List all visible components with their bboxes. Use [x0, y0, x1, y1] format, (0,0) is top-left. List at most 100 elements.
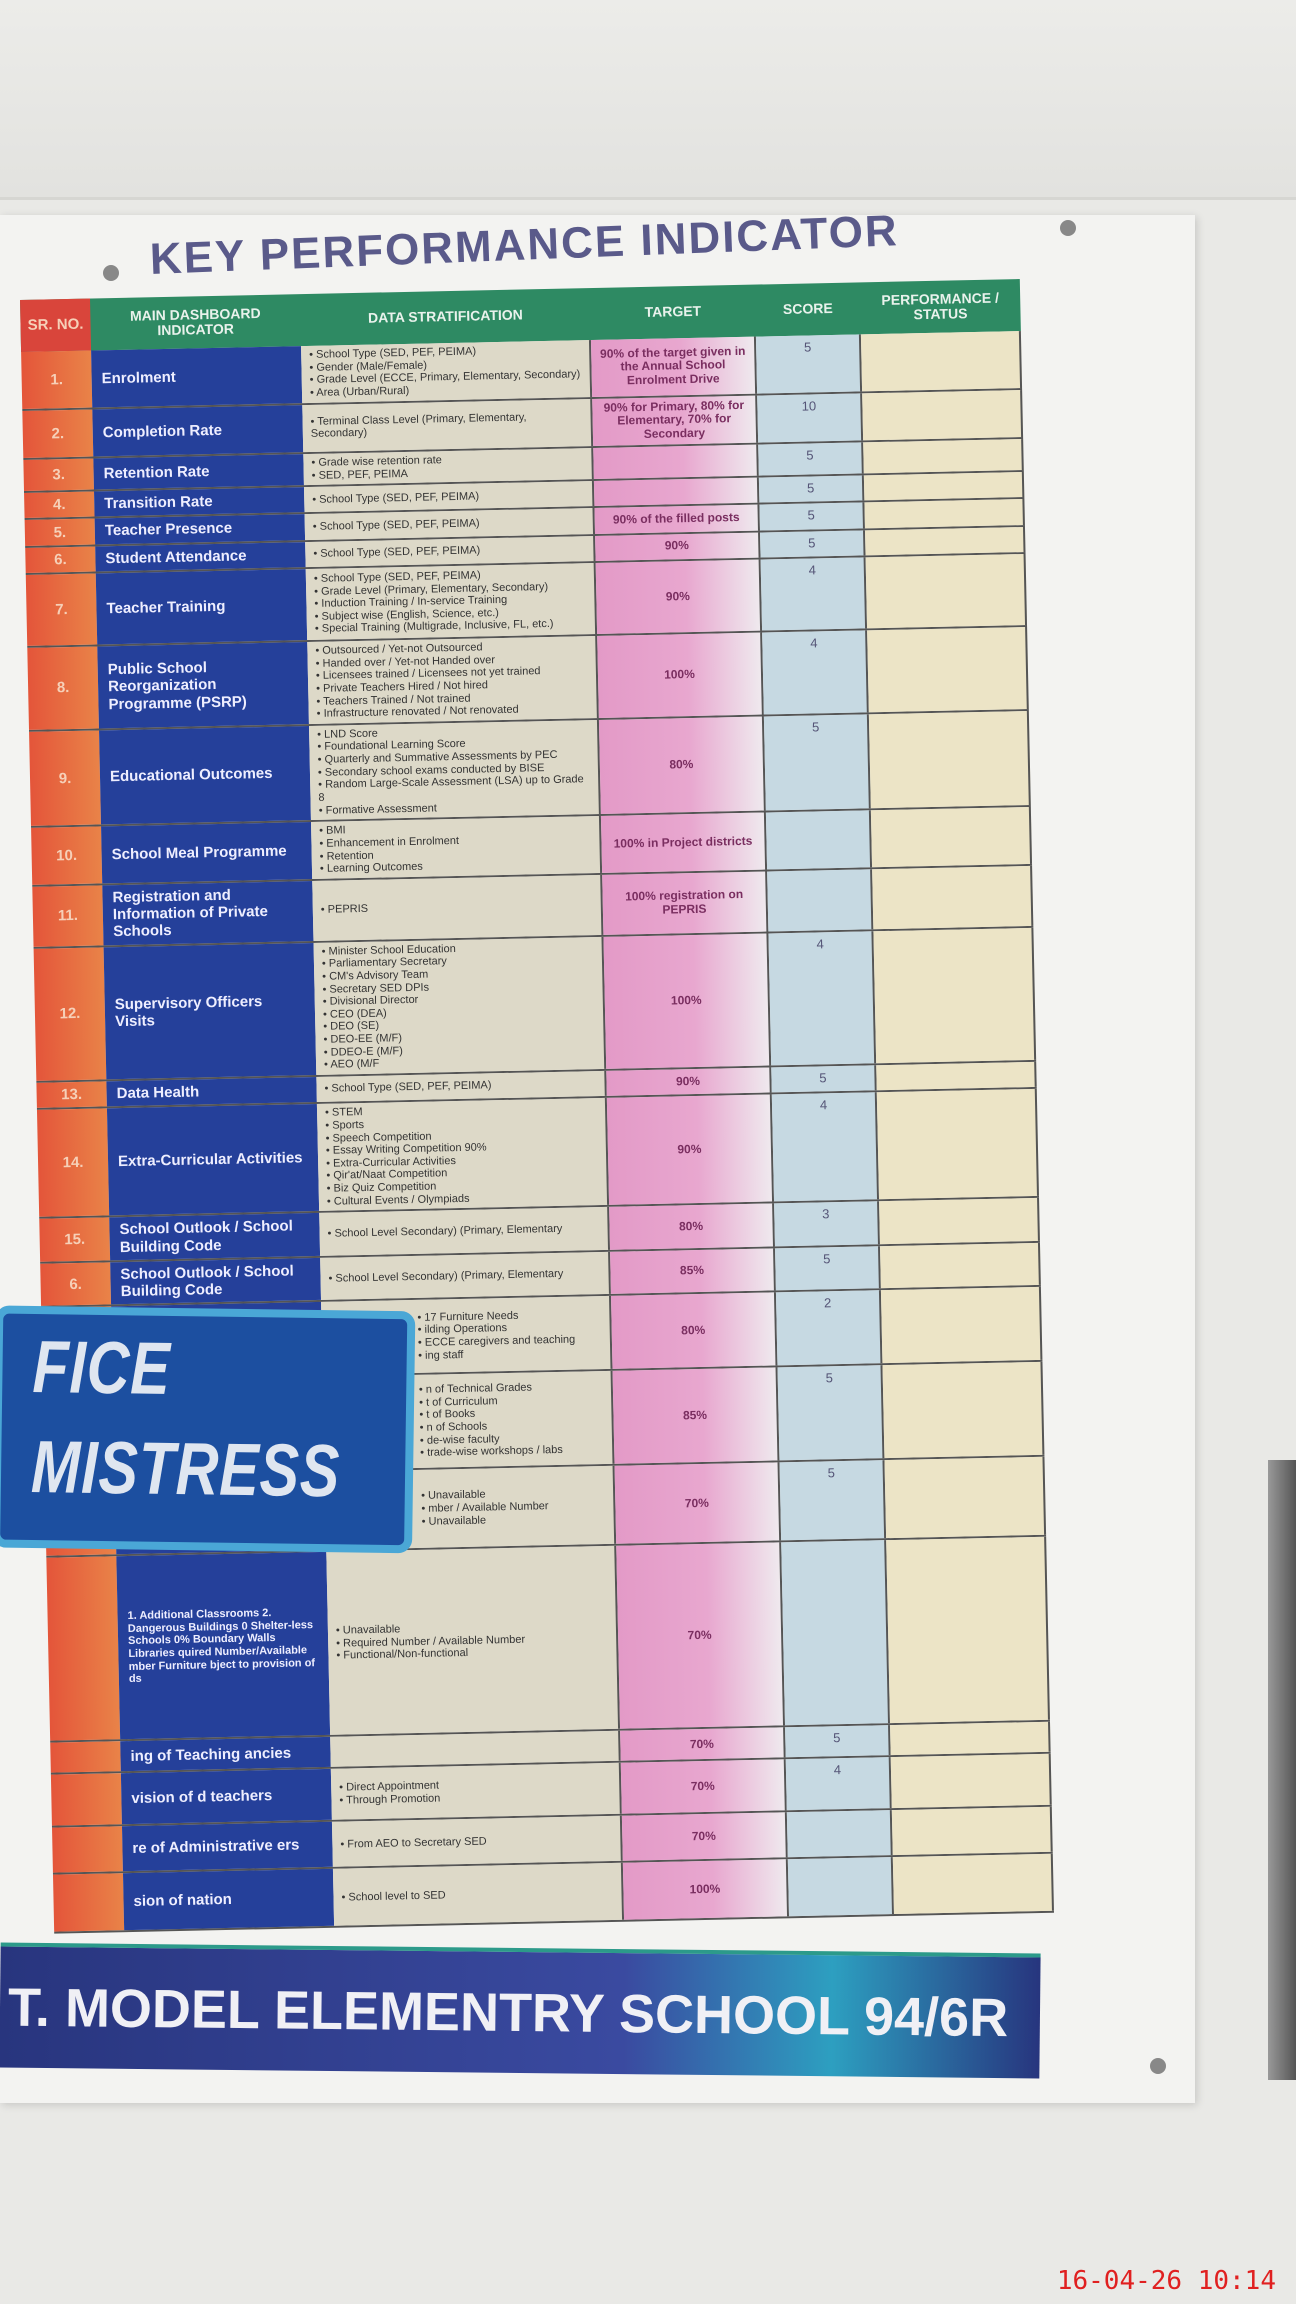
sr-number [50, 1741, 121, 1774]
score-cell: 4 [760, 557, 868, 631]
sr-number: 13. [36, 1081, 107, 1109]
target-cell: 85% [612, 1367, 780, 1465]
stratification-cell: • PEPRIS [312, 874, 604, 941]
school-name-banner: T. MODEL ELEMENTRY SCHOOL 94/6R [0, 1942, 1041, 2079]
indicator-cell: Extra-Curricular Activities [106, 1104, 320, 1216]
score-cell [781, 1540, 891, 1726]
score-cell: 3 [774, 1201, 880, 1247]
table-body: FICE MISTRESS 1. Enrolment • School Type (… [0, 331, 1055, 1935]
performance-status-cell [880, 1287, 1043, 1364]
sr-number: 14. [36, 1108, 110, 1218]
target-cell: 90% [606, 1094, 775, 1206]
performance-status-cell [867, 626, 1029, 713]
indicator-cell: ing of Teaching ancies [120, 1737, 331, 1772]
stratification-cell: • Minister School Education • Parliamenta… [313, 936, 607, 1075]
score-cell: 10 [757, 392, 864, 443]
screw-icon [1150, 2058, 1166, 2074]
sign-line-2: MISTRESS [30, 1424, 341, 1513]
score-cell: 5 [760, 530, 866, 558]
indicator-cell: Registration and Information of Private … [102, 880, 314, 946]
stratification-cell: • Unavailable • Required Number / Availab… [326, 1546, 621, 1736]
sr-number: 12. [33, 947, 107, 1081]
stratification-cell: • Direct Appointment • Through Promotion [330, 1763, 622, 1821]
score-cell [786, 1810, 893, 1858]
score-cell: 5 [759, 502, 865, 531]
sign-line-1: FICE [31, 1325, 172, 1410]
stratification-item: • trade-wise workshops / labs [420, 1444, 563, 1460]
sr-number: 15. [39, 1217, 111, 1262]
target-cell: 90% of the target given in the Annual Sc… [590, 336, 758, 397]
target-cell: 70% [620, 1759, 787, 1815]
target-cell: 100% [597, 632, 764, 718]
performance-status-cell [872, 865, 1034, 929]
indicator-cell: School Outlook / School Building Code [110, 1257, 322, 1305]
stratification-cell: • Terminal Class Level (Primary, Element… [302, 398, 594, 453]
target-cell [593, 477, 760, 507]
performance-status-cell [868, 710, 1031, 809]
score-cell: 4 [762, 630, 869, 715]
target-cell: 70% [616, 1542, 786, 1730]
sr-number: 4. [24, 491, 95, 519]
stratification-item: • Unavailable [421, 1514, 487, 1528]
performance-status-cell [863, 472, 1025, 501]
performance-status-cell [863, 438, 1024, 474]
score-cell: 5 [779, 1460, 887, 1541]
performance-status-cell [876, 1089, 1039, 1200]
sr-number: 9. [29, 730, 102, 827]
stratification-cell: • School Type (SED, PEF, PEIMA) • Grade L… [305, 562, 598, 641]
indicator-cell: sion of nation [122, 1869, 335, 1931]
target-cell: 70% [614, 1462, 782, 1545]
stratification-item: • PEPRIS [320, 903, 369, 917]
indicator-cell: Teacher Training [95, 569, 308, 645]
target-cell: 100% registration on PEPRIS [602, 871, 769, 935]
score-cell: 5 [777, 1365, 885, 1461]
ceiling [0, 0, 1296, 200]
stratification-cell: • School Type (SED, PEF, PEIMA) [305, 535, 596, 568]
sr-number: 5. [24, 518, 96, 546]
sr-number: 7. [25, 573, 98, 646]
stratification-item: • From AEO to Secretary SED [340, 1835, 487, 1851]
target-cell: 90% of the filled posts [594, 505, 760, 534]
score-cell [765, 810, 873, 870]
sr-number: 2. [22, 409, 94, 458]
performance-status-cell [870, 807, 1033, 868]
stratification-item: • School Type (SED, PEF, PEIMA) [312, 489, 480, 506]
indicator-cell: Educational Outcomes [99, 725, 311, 825]
score-cell: 5 [758, 475, 865, 504]
sr-number: 10. [31, 826, 103, 885]
stratification-cell: • BMI • Enhancement in Enrolment • Retenti… [311, 816, 603, 879]
stratification-cell: • STEM • Sports • Speech Competition • Essa… [316, 1098, 610, 1212]
header-stratification: DATA STRATIFICATION [367, 306, 523, 327]
sr-number: 3. [23, 458, 94, 492]
indicator-cell: Public School Reorganization Programme (… [97, 642, 309, 729]
indicator-cell: 1. Additional Classrooms 2. Dangerous Bu… [116, 1552, 331, 1740]
target-cell: 70% [620, 1727, 786, 1762]
stratification-cell: • School level to SED [332, 1863, 625, 1927]
target-cell: 90% [606, 1067, 772, 1097]
performance-status-cell [886, 1537, 1050, 1724]
performance-status-cell [884, 1457, 1047, 1539]
stratification-item: • School level to SED [341, 1889, 446, 1904]
performance-status-cell [880, 1242, 1041, 1289]
header-target: TARGET [644, 303, 702, 321]
target-cell: 70% [621, 1812, 788, 1862]
stratification-cell: • Outsourced / Yet-not Outsourced • Hande… [307, 635, 599, 724]
stratification-cell: • School Type (SED, PEF, PEIMA) • Gender … [301, 340, 593, 403]
performance-status-cell [891, 1807, 1053, 1856]
stratification-cell: • From AEO to Secretary SED [331, 1816, 623, 1868]
stratification-cell: • Grade wise retention rate • SED, PEF, P… [303, 447, 594, 486]
target-cell: 90% [595, 532, 761, 561]
stratification-item: • School Type (SED, PEF, PEIMA) [324, 1079, 492, 1096]
performance-status-cell [864, 499, 1025, 529]
header-score: SCORE [782, 300, 833, 318]
indicator-cell: School Outlook / School Building Code [109, 1213, 321, 1261]
target-cell: 80% [610, 1292, 778, 1370]
screw-icon [1060, 220, 1076, 236]
target-cell: 100% in Project districts [600, 812, 768, 873]
score-cell: 5 [771, 1065, 877, 1093]
performance-status-cell [873, 927, 1037, 1064]
stratification-cell [330, 1731, 621, 1768]
stratification-cell: • LND Score • Foundational Learning Score… [308, 719, 601, 821]
indicator-cell: re of Administrative ers [121, 1822, 333, 1872]
score-cell: 4 [785, 1757, 892, 1811]
